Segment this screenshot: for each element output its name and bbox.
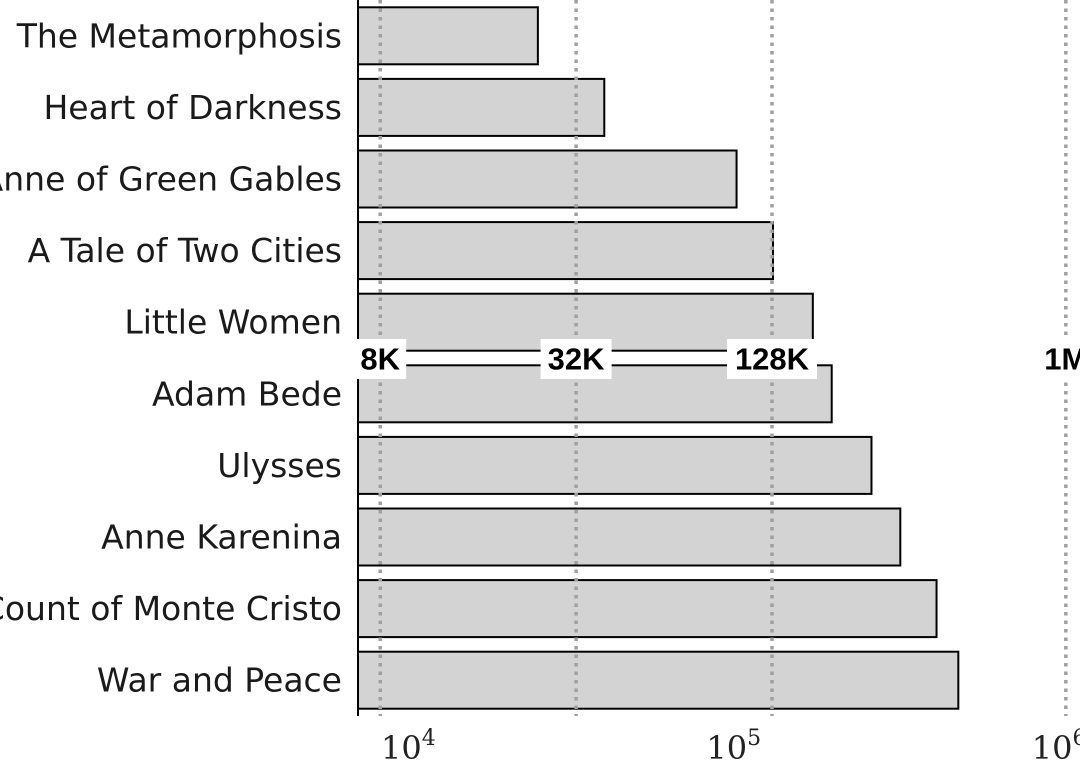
x-tick-base: 10	[381, 729, 422, 767]
bar	[357, 149, 738, 209]
x-tick-label: 105	[706, 726, 761, 767]
bars	[357, 6, 960, 710]
category-label: Anne of Green Gables	[0, 160, 342, 199]
x-tick-base: 10	[1032, 729, 1073, 767]
reference-line-labels: 8K 32K 128K 1M	[354, 339, 1080, 379]
reference-line-label: 32K	[548, 342, 605, 377]
bar	[357, 221, 774, 281]
x-tick-exponent: 4	[422, 726, 436, 751]
reference-label-background	[540, 339, 612, 379]
category-label: Count of Monte Cristo	[0, 589, 342, 628]
reference-label-background	[1039, 339, 1080, 379]
reference-line-label: 1M	[1044, 342, 1080, 377]
x-tick-label: 106	[1032, 726, 1080, 767]
category-label: War and Peace	[97, 661, 342, 700]
category-label: Little Women	[124, 303, 342, 342]
category-label: A Tale of Two Cities	[28, 231, 342, 270]
category-label: Anne Karenina	[101, 518, 342, 557]
category-label: The Metamorphosis	[16, 16, 342, 55]
x-tick-label: 104	[381, 726, 436, 767]
reference-label-background	[354, 339, 407, 379]
reference-label-background	[726, 339, 817, 379]
bar	[357, 77, 606, 137]
reference-line-label: 128K	[735, 342, 810, 377]
x-tick-labels: 104 105 106	[381, 726, 1080, 767]
category-label: Ulysses	[217, 446, 342, 485]
x-tick-exponent: 6	[1072, 726, 1080, 751]
bar	[357, 579, 938, 639]
category-label: Adam Bede	[152, 374, 342, 413]
bar	[357, 6, 539, 66]
bar	[357, 435, 873, 495]
x-tick-exponent: 5	[747, 726, 761, 751]
category-labels: The Metamorphosis Heart of Darkness Anne o…	[0, 16, 342, 699]
x-tick-base: 10	[706, 729, 747, 767]
category-label: Heart of Darkness	[43, 88, 342, 127]
bar	[357, 507, 902, 567]
reference-line-label: 8K	[360, 342, 400, 377]
bar	[357, 650, 960, 710]
